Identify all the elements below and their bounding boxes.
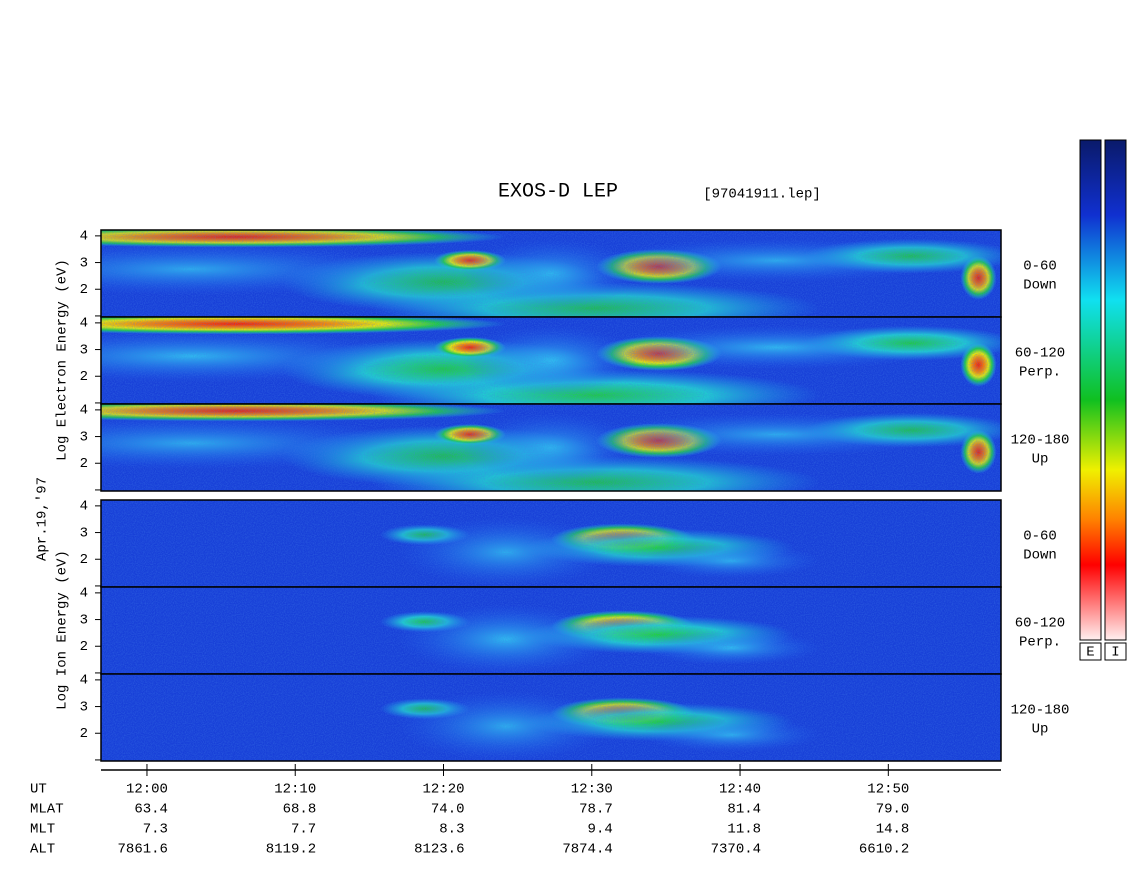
spectrogram xyxy=(101,587,1001,674)
spectrogram xyxy=(101,500,1001,587)
x-tick-label: 12:40 xyxy=(719,782,761,798)
panel-label: Perp. xyxy=(1019,635,1061,651)
row-value: 6610.2 xyxy=(859,842,909,858)
y-axis-label: Log Electron Energy (eV) xyxy=(55,259,71,461)
row-name: UT xyxy=(30,782,47,798)
row-value: 63.4 xyxy=(134,802,168,818)
colorbar xyxy=(1079,139,1102,641)
panel-label: 0-60 xyxy=(1023,529,1057,545)
row-value: 7861.6 xyxy=(118,842,168,858)
colorbar-box xyxy=(1079,642,1102,661)
panel-label: Down xyxy=(1023,548,1057,564)
spectrogram-noise xyxy=(101,404,1001,491)
spectrogram-noise xyxy=(101,317,1001,404)
y-tick-label: 2 xyxy=(80,639,88,655)
colorbar-label: E xyxy=(1086,645,1094,661)
panel-label: Perp. xyxy=(1019,365,1061,381)
spectrogram-noise xyxy=(101,587,1001,674)
y-tick-label: 2 xyxy=(80,369,88,385)
row-value: 79.0 xyxy=(876,802,910,818)
y-tick-label: 2 xyxy=(80,282,88,298)
y-tick-label: 4 xyxy=(80,673,88,689)
colorbars xyxy=(1079,139,1127,661)
spectrogram-noise xyxy=(101,230,1001,317)
y-tick-label: 3 xyxy=(80,342,88,358)
spectrogram-noise xyxy=(101,674,1001,761)
panel-frame xyxy=(100,673,1002,762)
panel-frame xyxy=(100,403,1002,492)
chart-subtitle: [97041911.lep] xyxy=(703,187,821,203)
panel-label: Down xyxy=(1023,278,1057,294)
row-value: 7874.4 xyxy=(562,842,612,858)
row-name: ALT xyxy=(30,842,55,858)
row-value: 7370.4 xyxy=(711,842,761,858)
y-tick-label: 4 xyxy=(80,586,88,602)
row-value: 8.3 xyxy=(439,822,464,838)
y-tick-label: 3 xyxy=(80,429,88,445)
row-value: 11.8 xyxy=(727,822,761,838)
row-value: 7.3 xyxy=(143,822,168,838)
row-value: 14.8 xyxy=(876,822,910,838)
spectrogram xyxy=(101,317,1001,404)
row-name: MLAT xyxy=(30,802,64,818)
row-value: 8123.6 xyxy=(414,842,464,858)
y-tick-label: 2 xyxy=(80,726,88,742)
colorbar-label: I xyxy=(1111,645,1119,661)
panel-label: Up xyxy=(1032,452,1049,468)
colorbar-box xyxy=(1104,642,1127,661)
spectrogram xyxy=(101,230,1001,317)
row-value: 78.7 xyxy=(579,802,613,818)
panel-label: 60-120 xyxy=(1015,616,1065,632)
x-tick-label: 12:00 xyxy=(126,782,168,798)
row-value: 9.4 xyxy=(588,822,613,838)
date-label: Apr.19,'97 xyxy=(35,477,51,561)
y-tick-label: 4 xyxy=(80,403,88,419)
x-tick-label: 12:20 xyxy=(422,782,464,798)
row-value: 81.4 xyxy=(727,802,761,818)
x-tick-label: 12:50 xyxy=(867,782,909,798)
y-tick-label: 4 xyxy=(80,499,88,515)
spectrogram xyxy=(101,404,1001,491)
row-name: MLT xyxy=(30,822,55,838)
row-value: 74.0 xyxy=(431,802,465,818)
x-tick-label: 12:30 xyxy=(571,782,613,798)
chart-title: EXOS-D LEP xyxy=(498,180,618,203)
y-tick-label: 4 xyxy=(80,316,88,332)
spectrogram-noise xyxy=(101,500,1001,587)
panel-label: 120-180 xyxy=(1011,433,1070,449)
spectrogram xyxy=(101,674,1001,761)
panel-label: 0-60 xyxy=(1023,259,1057,275)
x-tick-label: 12:10 xyxy=(274,782,316,798)
y-tick-label: 2 xyxy=(80,552,88,568)
y-axis-label: Log Ion Energy (eV) xyxy=(55,550,71,710)
panel-label: 60-120 xyxy=(1015,346,1065,362)
y-tick-label: 3 xyxy=(80,612,88,628)
row-value: 8119.2 xyxy=(266,842,316,858)
y-tick-label: 3 xyxy=(80,255,88,271)
panel-label: 120-180 xyxy=(1011,703,1070,719)
colorbar xyxy=(1104,139,1127,641)
y-tick-label: 3 xyxy=(80,699,88,715)
y-tick-label: 4 xyxy=(80,229,88,245)
panel-label: Up xyxy=(1032,722,1049,738)
row-value: 68.8 xyxy=(283,802,317,818)
row-value: 7.7 xyxy=(291,822,316,838)
y-tick-label: 3 xyxy=(80,525,88,541)
y-tick-label: 2 xyxy=(80,456,88,472)
